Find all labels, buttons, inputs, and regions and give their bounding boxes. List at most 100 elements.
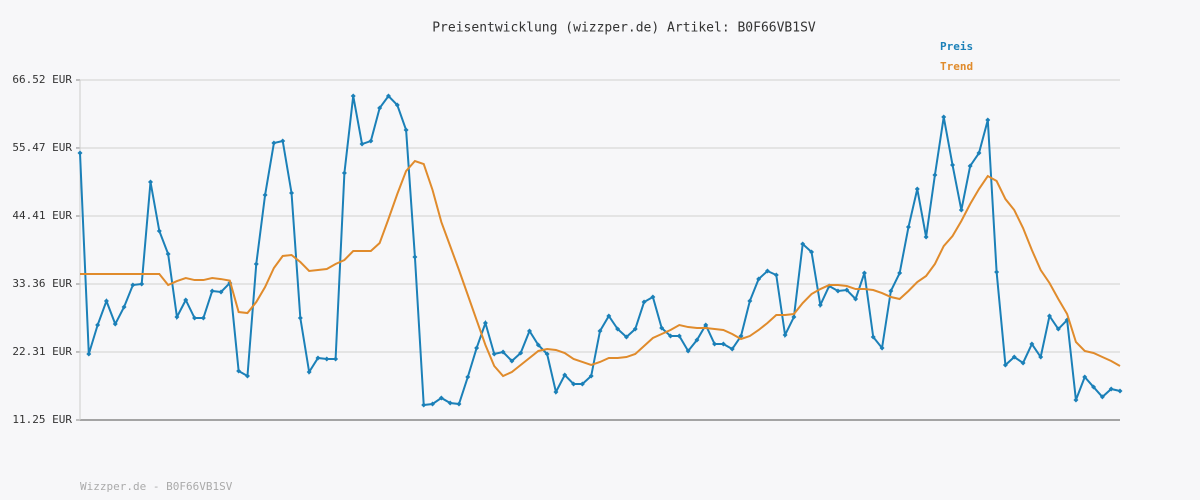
point-marker bbox=[985, 117, 991, 123]
point-marker bbox=[244, 373, 250, 379]
point-marker bbox=[482, 320, 488, 326]
legend-entry: Trend bbox=[940, 60, 973, 73]
point-marker bbox=[967, 163, 973, 169]
point-marker bbox=[403, 127, 409, 133]
point-marker bbox=[1038, 354, 1044, 360]
point-marker bbox=[500, 349, 506, 355]
point-marker bbox=[421, 402, 427, 408]
point-marker bbox=[236, 368, 242, 374]
point-marker bbox=[712, 341, 718, 347]
point-marker bbox=[253, 261, 259, 267]
point-marker bbox=[914, 186, 920, 192]
point-marker bbox=[853, 296, 859, 302]
point-marker bbox=[209, 288, 215, 294]
point-marker bbox=[412, 254, 418, 260]
point-marker bbox=[623, 334, 629, 340]
point-marker bbox=[377, 105, 383, 111]
point-marker bbox=[782, 332, 788, 338]
point-marker bbox=[764, 268, 770, 274]
y-tick-label: 22.31 EUR bbox=[12, 345, 72, 358]
point-marker bbox=[571, 381, 577, 387]
point-marker bbox=[1091, 384, 1097, 390]
point-marker bbox=[474, 345, 480, 351]
point-marker bbox=[341, 170, 347, 176]
point-marker bbox=[817, 302, 823, 308]
point-marker bbox=[306, 369, 312, 375]
point-marker bbox=[1029, 341, 1035, 347]
point-marker bbox=[588, 373, 594, 379]
point-marker bbox=[685, 348, 691, 354]
point-marker bbox=[870, 334, 876, 340]
point-marker bbox=[773, 272, 779, 278]
point-marker bbox=[262, 192, 268, 198]
y-tick-label: 33.36 EUR bbox=[12, 277, 72, 290]
point-marker bbox=[465, 374, 471, 380]
y-tick-label: 55.47 EUR bbox=[12, 141, 72, 154]
point-marker bbox=[491, 351, 497, 357]
legend-entry: Preis bbox=[940, 40, 973, 53]
point-marker bbox=[535, 342, 541, 348]
point-marker bbox=[148, 179, 154, 185]
point-marker bbox=[1117, 388, 1123, 394]
point-marker bbox=[579, 381, 585, 387]
point-marker bbox=[1046, 313, 1052, 319]
point-marker bbox=[200, 315, 206, 321]
point-marker bbox=[694, 337, 700, 343]
point-marker bbox=[271, 140, 277, 146]
point-marker bbox=[1099, 394, 1105, 400]
point-marker bbox=[394, 102, 400, 108]
point-marker bbox=[676, 333, 682, 339]
point-marker bbox=[103, 298, 109, 304]
point-marker bbox=[562, 372, 568, 378]
point-marker bbox=[544, 351, 550, 357]
point-marker bbox=[632, 326, 638, 332]
point-marker bbox=[526, 328, 532, 334]
point-marker bbox=[950, 162, 956, 168]
point-marker bbox=[183, 297, 189, 303]
point-marker bbox=[333, 356, 339, 362]
point-marker bbox=[553, 389, 559, 395]
point-marker bbox=[800, 241, 806, 247]
point-marker bbox=[385, 93, 391, 99]
point-marker bbox=[668, 333, 674, 339]
point-marker bbox=[192, 315, 198, 321]
point-marker bbox=[720, 341, 726, 347]
point-marker bbox=[597, 328, 603, 334]
point-marker bbox=[324, 356, 330, 362]
point-marker bbox=[447, 400, 453, 406]
point-marker bbox=[994, 269, 1000, 275]
point-marker bbox=[976, 150, 982, 156]
y-tick-label: 66.52 EUR bbox=[12, 73, 72, 86]
point-marker bbox=[289, 190, 295, 196]
point-marker bbox=[747, 298, 753, 304]
point-marker bbox=[932, 172, 938, 178]
point-marker bbox=[174, 314, 180, 320]
point-marker bbox=[897, 270, 903, 276]
point-marker bbox=[165, 251, 171, 257]
series-line bbox=[80, 159, 1121, 378]
point-marker bbox=[861, 270, 867, 276]
point-marker bbox=[509, 358, 515, 364]
point-marker bbox=[905, 224, 911, 230]
point-marker bbox=[1020, 360, 1026, 366]
chart-title: Preisentwicklung (wizzper.de) Artikel: B… bbox=[432, 21, 816, 36]
point-marker bbox=[350, 93, 356, 99]
point-marker bbox=[756, 276, 762, 282]
point-marker bbox=[86, 351, 92, 357]
point-marker bbox=[218, 289, 224, 295]
point-marker bbox=[315, 355, 321, 361]
point-marker bbox=[368, 138, 374, 144]
point-marker bbox=[359, 141, 365, 147]
point-marker bbox=[456, 401, 462, 407]
point-marker bbox=[923, 234, 929, 240]
point-marker bbox=[879, 345, 885, 351]
point-marker bbox=[1082, 374, 1088, 380]
point-marker bbox=[430, 401, 436, 407]
point-marker bbox=[958, 207, 964, 213]
point-marker bbox=[888, 288, 894, 294]
point-marker bbox=[844, 287, 850, 293]
y-tick-label: 44.41 EUR bbox=[12, 209, 72, 222]
point-marker bbox=[1108, 386, 1114, 392]
